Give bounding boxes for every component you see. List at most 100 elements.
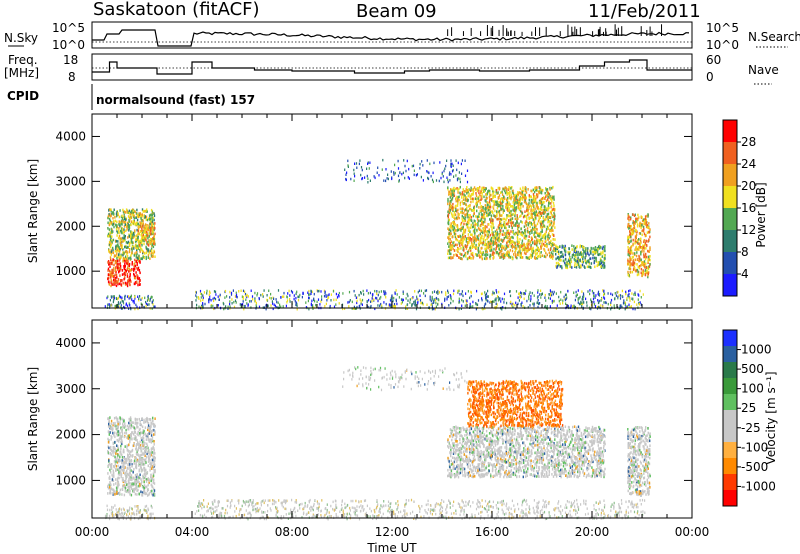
scatter-cell <box>642 218 645 221</box>
ground-scatter-point <box>490 300 492 303</box>
ground-scatter-point <box>627 294 629 298</box>
scatter-cell <box>489 198 491 202</box>
ground-scatter-point <box>628 296 630 299</box>
scatter-cell <box>126 252 128 256</box>
scatter-cell <box>600 259 602 262</box>
ground-scatter-point <box>150 296 152 299</box>
scatter-cell <box>459 235 462 238</box>
scatter-cell <box>137 225 139 228</box>
scatter-cell <box>116 229 118 233</box>
scatter-cell <box>119 263 121 266</box>
scatter-cell <box>474 197 477 200</box>
scatter-cell <box>152 216 154 220</box>
ground-scatter-point <box>335 292 337 296</box>
scatter-cell <box>499 200 501 204</box>
scatter-cell <box>473 186 476 189</box>
ground-scatter-point <box>431 291 434 294</box>
ground-scatter-point <box>266 298 268 302</box>
scatter-cell <box>471 225 474 229</box>
scatter-cell <box>524 246 526 250</box>
ground-scatter-point <box>540 293 542 296</box>
scatter-cell <box>452 228 454 232</box>
scatter-cell <box>627 223 630 226</box>
ground-scatter-point <box>445 293 447 296</box>
ground-scatter-point <box>589 307 591 310</box>
scatter-cell <box>580 264 582 267</box>
scatter-cell <box>112 248 114 252</box>
scatter-cell <box>120 267 122 271</box>
scatter-cell <box>448 211 451 215</box>
scatter-cell <box>463 216 465 219</box>
scatter-cell <box>641 263 644 266</box>
scatter-cell <box>531 231 533 234</box>
ground-scatter-point <box>501 297 503 301</box>
scatter-cell <box>527 248 530 251</box>
scatter-cell <box>122 251 124 254</box>
scatter-cell <box>549 222 551 226</box>
scatter-cell <box>475 223 478 226</box>
ground-scatter-point <box>116 297 118 300</box>
scatter-cell <box>505 235 507 239</box>
scatter-cell <box>442 175 444 178</box>
ground-scatter-point <box>435 296 438 300</box>
ground-scatter-point <box>117 302 119 305</box>
scatter-cell <box>484 229 487 233</box>
ground-scatter-point <box>485 298 487 302</box>
scatter-cell <box>648 265 651 268</box>
scatter-cell <box>464 196 467 200</box>
ground-scatter-point <box>614 297 616 301</box>
scatter-cell <box>538 248 540 252</box>
scatter-cell <box>573 248 575 251</box>
scatter-cell <box>500 204 502 207</box>
scatter-cell <box>128 267 130 271</box>
ground-scatter-point <box>208 293 210 297</box>
ground-scatter-point <box>210 506 212 509</box>
scatter-cell <box>118 253 120 257</box>
scatter-cell <box>583 246 585 250</box>
scatter-cell <box>505 218 507 222</box>
scatter-cell <box>545 195 547 198</box>
scatter-cell <box>451 215 454 218</box>
ground-scatter-point <box>418 289 420 292</box>
scatter-cell <box>507 250 509 253</box>
scatter-cell <box>604 264 606 268</box>
scatter-cell <box>147 232 149 235</box>
scatter-cell <box>473 205 476 209</box>
scatter-cell <box>492 219 494 222</box>
scatter-cell <box>486 206 488 210</box>
scatter-cell <box>453 210 456 214</box>
scatter-cell <box>536 193 538 196</box>
scatter-cell <box>516 200 518 204</box>
ground-scatter-point <box>114 304 116 308</box>
ground-scatter-point <box>574 305 576 309</box>
scatter-cell <box>136 228 138 232</box>
scatter-cell <box>455 199 457 203</box>
scatter-cell <box>115 259 117 263</box>
scatter-cell <box>469 230 471 234</box>
scatter-cell <box>525 252 527 256</box>
scatter-cell <box>552 238 554 241</box>
scatter-cell <box>627 241 630 245</box>
ground-scatter-point <box>370 300 372 303</box>
scatter-cell <box>532 202 534 206</box>
scatter-cell <box>146 210 148 213</box>
ground-scatter-point <box>199 289 202 293</box>
scatter-cell <box>509 190 511 194</box>
scatter-cell <box>367 177 369 180</box>
scatter-cell <box>490 222 493 225</box>
scatter-cell <box>117 236 120 240</box>
ground-scatter-point <box>552 300 554 303</box>
scatter-cell <box>645 234 647 237</box>
scatter-cell <box>596 250 599 253</box>
scatter-cell <box>638 266 641 270</box>
ground-scatter-point <box>390 303 392 306</box>
scatter-cell <box>521 221 523 224</box>
scatter-cell <box>123 266 125 269</box>
colorbar-segment <box>723 142 737 164</box>
scatter-cell <box>485 208 487 212</box>
scatter-cell <box>108 213 110 216</box>
scatter-cell <box>464 252 466 255</box>
scatter-cell <box>540 206 542 209</box>
ground-scatter-point <box>556 304 558 307</box>
ground-scatter-point <box>209 295 211 298</box>
